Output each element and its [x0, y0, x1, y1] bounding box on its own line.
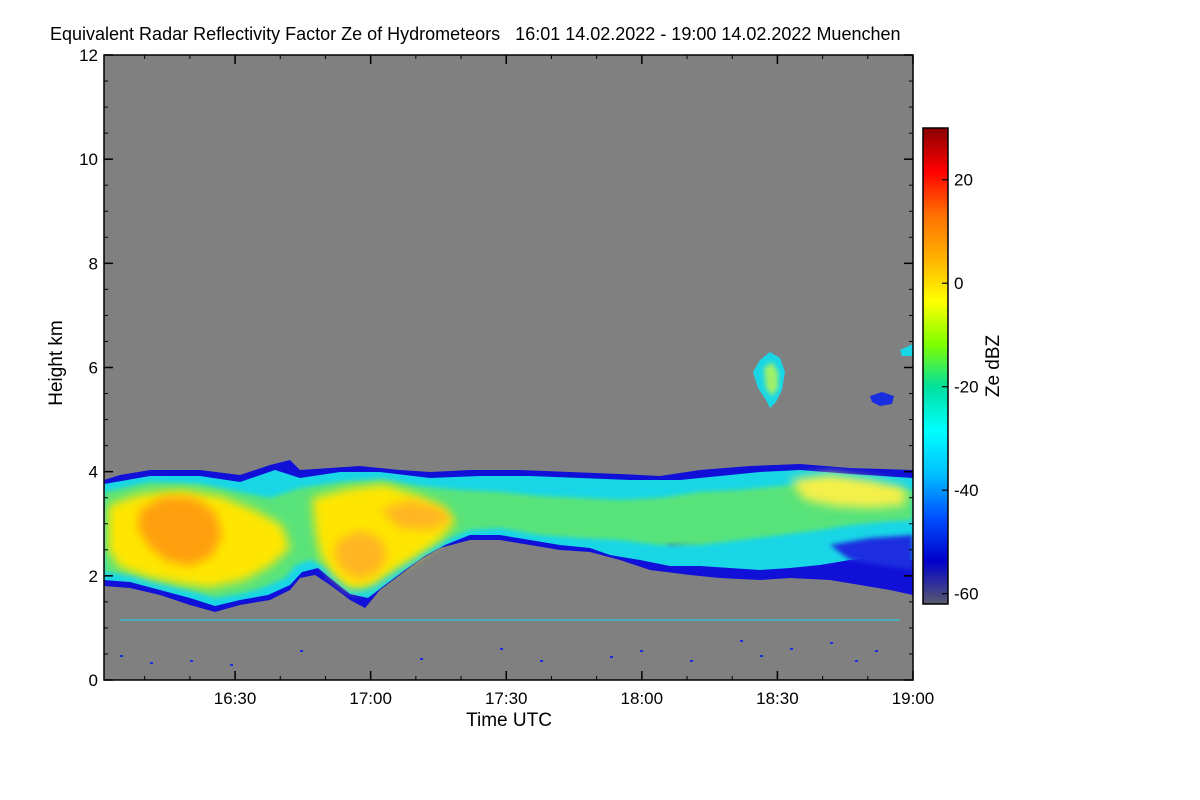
x-axis: 16:30 17:00 17:30 18:00 18:30 19:00	[144, 55, 935, 708]
x-tick-label: 18:00	[621, 689, 664, 708]
colorbar-tick-label: 0	[954, 274, 963, 293]
chart-title: Equivalent Radar Reflectivity Factor Ze …	[50, 24, 901, 44]
ground-returns	[120, 640, 878, 666]
x-axis-label: Time UTC	[466, 710, 552, 731]
colorbar-ticks: 20 0 -20 -40 -60	[942, 171, 979, 604]
y-tick-label: 6	[89, 359, 98, 378]
reflectivity-field	[104, 344, 913, 666]
y-tick-label: 0	[89, 671, 98, 690]
y-axis: 0 2 4 6 8 10 12	[79, 46, 913, 690]
y-tick-label: 2	[89, 567, 98, 586]
isolated-cell-1852	[870, 392, 894, 406]
core-orange-streak	[380, 500, 452, 530]
colorbar-tick-label: -20	[954, 378, 979, 397]
isolated-cell-1830-core	[764, 362, 778, 396]
colorbar: 20 0 -20 -40 -60 Ze dBZ	[922, 127, 1004, 605]
y-tick-label: 4	[89, 463, 98, 482]
colorbar-tick-label: -40	[954, 481, 979, 500]
colorbar-label: Ze dBZ	[983, 334, 1004, 397]
blue-streak-2	[830, 535, 913, 570]
core-yellow-east	[790, 474, 905, 508]
y-tick-label: 10	[79, 150, 98, 169]
x-tick-label: 16:30	[214, 689, 257, 708]
x-tick-label: 19:00	[892, 689, 935, 708]
colorbar-tick-label: -60	[954, 585, 979, 604]
isolated-cell-1859	[900, 344, 913, 356]
plot-area	[103, 54, 914, 681]
low-level-clutter-line	[120, 619, 900, 621]
colorbar-bar	[922, 127, 949, 605]
x-tick-label: 17:30	[485, 689, 528, 708]
colorbar-tick-label: 20	[954, 171, 973, 190]
core-orange-west	[138, 496, 222, 566]
y-tick-label: 12	[79, 46, 98, 65]
x-tick-label: 17:00	[349, 689, 392, 708]
y-tick-label: 8	[89, 254, 98, 273]
x-tick-label: 18:30	[756, 689, 799, 708]
core-orange-center	[334, 530, 388, 580]
cloud-layer-green	[104, 480, 913, 598]
y-axis-label: Height km	[46, 320, 67, 406]
